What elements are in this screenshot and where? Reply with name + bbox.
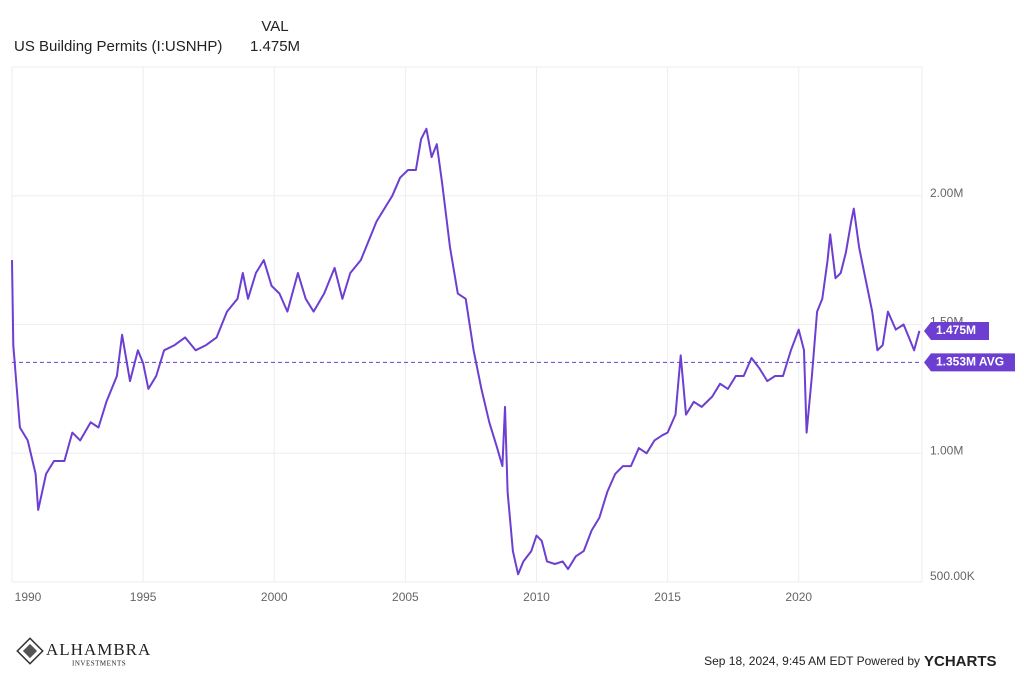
current-value: 1.475M — [250, 38, 300, 55]
average-badge — [924, 353, 1015, 372]
series-name: US Building Permits (I:USNHP) — [14, 38, 222, 55]
footer-timestamp: Sep 18, 2024, 9:45 AM EDT Powered by — [704, 654, 920, 668]
series-line — [11, 127, 921, 576]
current-badge-label: 1.475M — [936, 323, 976, 337]
x-tick-label: 2000 — [261, 590, 288, 604]
logo — [16, 637, 44, 665]
logo-name: ALHAMBRA — [46, 640, 151, 659]
x-tick-label: 1990 — [15, 590, 42, 604]
y-tick-label: 2.00M — [930, 186, 963, 200]
x-tick-label: 1995 — [130, 590, 157, 604]
logo-mark — [16, 637, 44, 665]
x-tick-label: 2020 — [785, 590, 812, 604]
y-tick-label: 1.00M — [930, 443, 963, 457]
footer-brand: YCHARTS — [924, 653, 997, 670]
y-tick-label: 500.00K — [930, 569, 975, 583]
x-tick-label: 2010 — [523, 590, 550, 604]
logo-mark — [22, 643, 38, 659]
x-tick-label: 2005 — [392, 590, 419, 604]
current-badge — [924, 321, 989, 340]
average-badge-label: 1.353M AVG — [936, 355, 1004, 369]
logo-tagline: INVESTMENTS — [72, 660, 126, 668]
header-column: VAL — [261, 18, 288, 35]
x-tick-label: 2015 — [654, 590, 681, 604]
